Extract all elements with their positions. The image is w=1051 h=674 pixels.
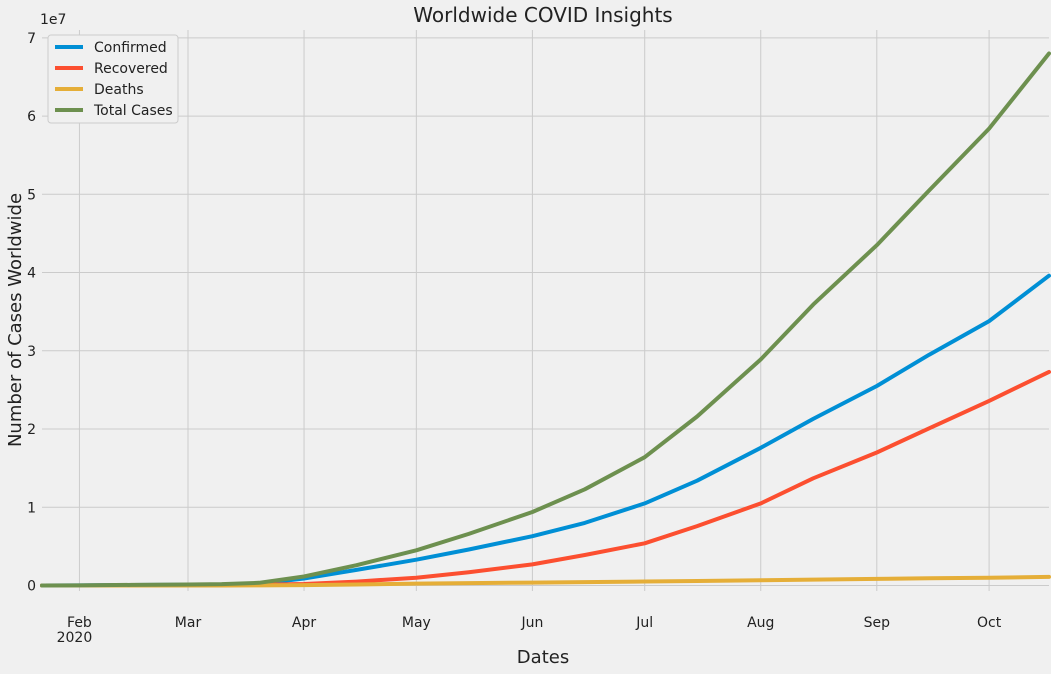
- legend: Confirmed Recovered Deaths Total Cases: [47, 34, 179, 124]
- x-tick-sublabel: 2020: [57, 630, 93, 646]
- x-tick-label: May: [402, 615, 431, 631]
- y-tick-label: 5: [27, 187, 36, 203]
- y-tick-label: 4: [27, 266, 36, 282]
- legend-label: Total Cases: [93, 103, 173, 119]
- y-tick-label: 2: [27, 422, 36, 438]
- legend-label: Confirmed: [94, 40, 167, 56]
- x-tick-label: Aug: [747, 615, 774, 631]
- y-tick-label: 7: [27, 31, 36, 47]
- x-tick-label: Jun: [520, 615, 543, 631]
- legend-box: [47, 34, 179, 124]
- y-tick-label: 6: [27, 109, 36, 125]
- x-axis-label: Dates: [517, 647, 569, 668]
- series-line-total-cases: [40, 51, 1051, 588]
- legend-label: Recovered: [94, 61, 168, 77]
- y-tick-label: 1: [27, 500, 36, 516]
- x-tick-label: Apr: [292, 615, 316, 631]
- x-tick-label: Sep: [864, 615, 891, 631]
- y-axis-label: Number of Cases Worldwide: [5, 193, 26, 447]
- legend-items: Confirmed Recovered Deaths Total Cases: [55, 40, 173, 119]
- series-lines: [40, 51, 1051, 588]
- y-tick-label: 0: [27, 579, 36, 595]
- y-scale-label: 1e7: [40, 12, 66, 28]
- x-tick-label: Oct: [977, 615, 1002, 631]
- y-tick-label: 3: [27, 344, 36, 360]
- legend-label: Deaths: [94, 82, 144, 98]
- x-tick-label: Jul: [635, 615, 653, 631]
- x-tick-label: Feb: [67, 615, 92, 631]
- y-ticks: 0 1 2 3 4 5 6 7: [27, 31, 36, 595]
- chart-title: Worldwide COVID Insights: [413, 3, 672, 27]
- x-tick-label: Mar: [175, 615, 202, 631]
